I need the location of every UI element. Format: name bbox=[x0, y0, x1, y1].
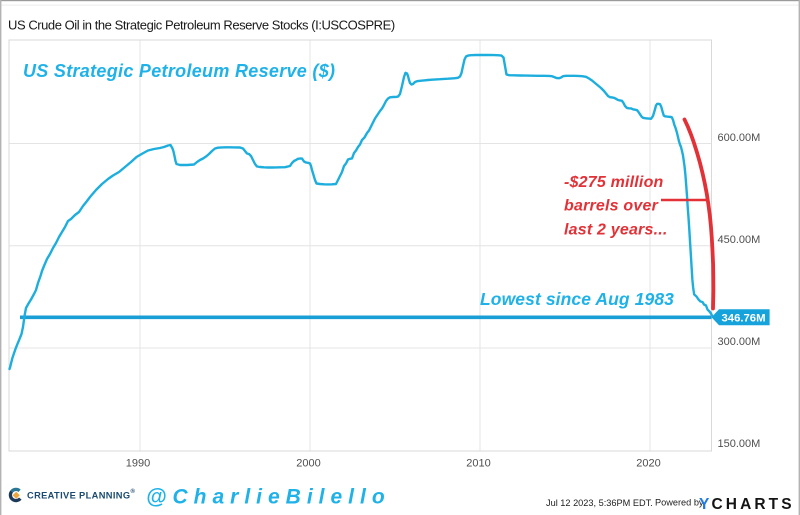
svg-text:@CharlieBilello: @CharlieBilello bbox=[146, 486, 391, 509]
svg-text:®: ® bbox=[131, 488, 136, 495]
svg-text:Y: Y bbox=[699, 496, 710, 513]
svg-text:2010: 2010 bbox=[466, 458, 490, 470]
svg-text:US Strategic Petroleum Reserve: US Strategic Petroleum Reserve ($) bbox=[23, 61, 335, 81]
svg-text:last 2 years...: last 2 years... bbox=[564, 222, 668, 239]
svg-text:346.76M: 346.76M bbox=[722, 312, 766, 324]
svg-text:barrels over: barrels over bbox=[564, 198, 659, 215]
svg-text:Jul 12 2023, 5:36PM EDT.: Jul 12 2023, 5:36PM EDT. bbox=[546, 498, 653, 508]
svg-text:-$275 million: -$275 million bbox=[564, 174, 664, 191]
svg-text:US Crude Oil in the Strategic: US Crude Oil in the Strategic Petroleum … bbox=[8, 18, 395, 33]
svg-text:2000: 2000 bbox=[296, 458, 320, 470]
svg-text:450.00M: 450.00M bbox=[718, 234, 761, 246]
svg-text:Powered by: Powered by bbox=[655, 498, 704, 508]
svg-text:Lowest since Aug 1983: Lowest since Aug 1983 bbox=[480, 289, 674, 309]
svg-text:150.00M: 150.00M bbox=[718, 438, 761, 450]
svg-text:CHARTS: CHARTS bbox=[712, 496, 795, 513]
svg-text:1990: 1990 bbox=[126, 458, 150, 470]
svg-text:600.00M: 600.00M bbox=[718, 132, 761, 144]
svg-text:2020: 2020 bbox=[636, 458, 660, 470]
svg-text:300.00M: 300.00M bbox=[718, 336, 761, 348]
svg-text:CREATIVE PLANNING: CREATIVE PLANNING bbox=[27, 491, 130, 501]
